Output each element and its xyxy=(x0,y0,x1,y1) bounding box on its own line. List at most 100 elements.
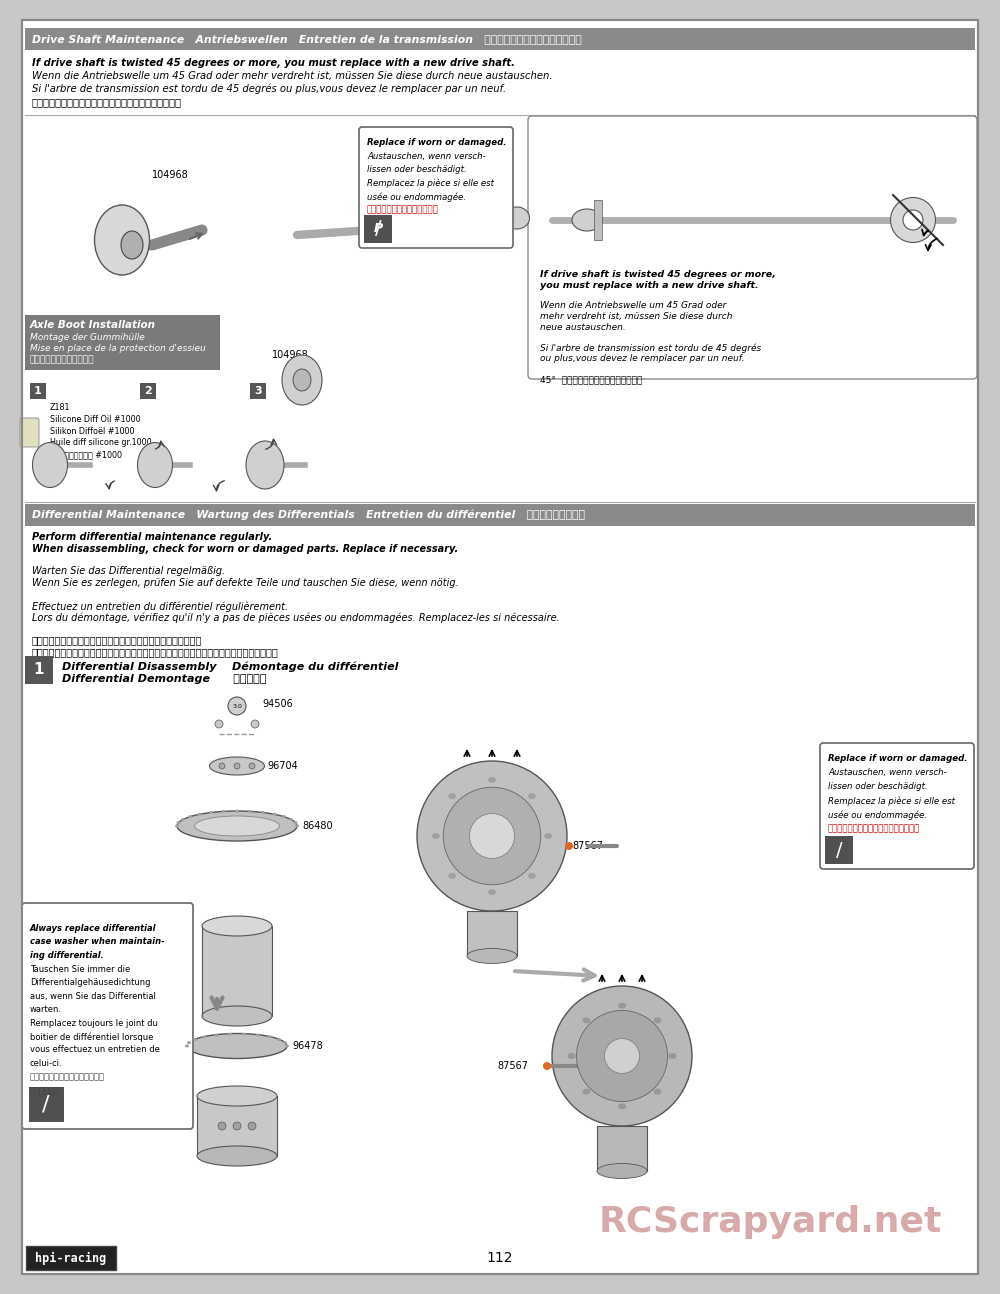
Text: Austauschen, wenn versch-: Austauschen, wenn versch- xyxy=(828,769,947,776)
Bar xyxy=(140,383,156,399)
Ellipse shape xyxy=(242,1033,246,1035)
Ellipse shape xyxy=(246,441,284,489)
Text: 96478: 96478 xyxy=(292,1040,323,1051)
Ellipse shape xyxy=(185,1044,189,1048)
Text: Differential Disassembly    Démontage du différentiel: Differential Disassembly Démontage du di… xyxy=(62,661,398,672)
Text: 94506: 94506 xyxy=(262,699,293,709)
Text: メンテナンスごとに局部品指定の: メンテナンスごとに局部品指定の xyxy=(30,1073,105,1082)
Text: Si l'arbre de transmission est tordu de 45 degrés: Si l'arbre de transmission est tordu de … xyxy=(540,343,761,353)
Ellipse shape xyxy=(202,1035,206,1038)
Text: lissen oder beschädigt.: lissen oder beschädigt. xyxy=(828,782,928,791)
Ellipse shape xyxy=(214,1034,218,1036)
Text: usée ou endommagée.: usée ou endommagée. xyxy=(367,192,466,202)
Text: アクスルブーツの取り付け: アクスルブーツの取り付け xyxy=(30,355,94,364)
Text: Differential Maintenance   Wartung des Differentials   Entretien du différentiel: Differential Maintenance Wartung des Dif… xyxy=(32,510,585,520)
Text: Warten Sie das Differential regelmäßig.: Warten Sie das Differential regelmäßig. xyxy=(32,567,225,577)
Bar xyxy=(25,503,975,525)
Text: Remplacez la pièce si elle est: Remplacez la pièce si elle est xyxy=(828,796,955,805)
Ellipse shape xyxy=(552,986,692,1126)
Ellipse shape xyxy=(32,443,68,488)
Text: boitier de différentiel lorsque: boitier de différentiel lorsque xyxy=(30,1033,153,1042)
Text: Remplacez toujours le joint du: Remplacez toujours le joint du xyxy=(30,1018,158,1027)
FancyBboxPatch shape xyxy=(820,743,974,870)
Ellipse shape xyxy=(282,815,286,818)
Text: Replace if worn or damaged.: Replace if worn or damaged. xyxy=(367,138,507,148)
Text: Wenn Sie es zerlegen, prüfen Sie auf defekte Teile und tauschen Sie diese, wenn : Wenn Sie es zerlegen, prüfen Sie auf def… xyxy=(32,578,459,587)
Text: Perform differential maintenance regularly.: Perform differential maintenance regular… xyxy=(32,532,272,542)
Ellipse shape xyxy=(209,811,213,814)
Ellipse shape xyxy=(121,232,143,259)
Bar xyxy=(467,911,517,956)
Text: mehr verdreht ist, müssen Sie diese durch: mehr verdreht ist, müssen Sie diese durc… xyxy=(540,312,732,321)
Ellipse shape xyxy=(202,916,272,936)
Ellipse shape xyxy=(293,369,311,391)
Text: 87567: 87567 xyxy=(497,1061,528,1071)
Ellipse shape xyxy=(543,1062,551,1070)
Text: /: / xyxy=(42,1095,50,1115)
Text: hpi-racing: hpi-racing xyxy=(35,1251,107,1264)
Ellipse shape xyxy=(488,776,496,783)
Bar xyxy=(30,383,46,399)
Ellipse shape xyxy=(197,1086,277,1106)
Text: 96704: 96704 xyxy=(267,761,298,771)
Text: ou plus,vous devez le remplacer par un neuf.: ou plus,vous devez le remplacer par un n… xyxy=(540,355,745,364)
Ellipse shape xyxy=(249,763,255,769)
Text: case washer when maintain-: case washer when maintain- xyxy=(30,937,165,946)
Ellipse shape xyxy=(268,1035,272,1038)
Ellipse shape xyxy=(181,818,185,820)
Bar xyxy=(825,836,853,864)
Text: 各パーツを分解清潄後、損傷や破損がないかチェックし、必要があればパーツを交換します。: 各パーツを分解清潄後、損傷や破損がないかチェックし、必要があればパーツを交換しま… xyxy=(32,647,279,657)
Text: 104968: 104968 xyxy=(272,349,309,360)
Ellipse shape xyxy=(228,697,246,716)
Ellipse shape xyxy=(488,889,496,895)
Ellipse shape xyxy=(202,1005,272,1026)
Ellipse shape xyxy=(251,719,259,729)
FancyBboxPatch shape xyxy=(25,656,53,685)
Ellipse shape xyxy=(277,1038,281,1040)
Text: Effectuez un entretien du différentiel régulièrement.: Effectuez un entretien du différentiel r… xyxy=(32,600,288,612)
Ellipse shape xyxy=(210,757,264,775)
Text: 2: 2 xyxy=(144,386,152,396)
Ellipse shape xyxy=(248,810,252,813)
Ellipse shape xyxy=(568,1053,576,1058)
Text: vous effectuez un entretien de: vous effectuez un entretien de xyxy=(30,1046,160,1055)
Ellipse shape xyxy=(448,793,456,800)
Bar xyxy=(250,383,266,399)
Ellipse shape xyxy=(187,1034,287,1058)
Text: celui-ci.: celui-ci. xyxy=(30,1058,63,1068)
Text: P: P xyxy=(373,223,383,236)
Ellipse shape xyxy=(272,813,276,815)
Ellipse shape xyxy=(188,815,192,818)
Ellipse shape xyxy=(177,811,297,841)
Ellipse shape xyxy=(215,719,223,729)
Text: 損傷、破損している場合は交換: 損傷、破損している場合は交換 xyxy=(367,206,439,215)
Text: 1: 1 xyxy=(34,386,42,396)
Ellipse shape xyxy=(193,1038,197,1040)
Text: warten.: warten. xyxy=(30,1005,62,1014)
Ellipse shape xyxy=(289,818,293,820)
Ellipse shape xyxy=(283,1042,287,1044)
Text: When disassembling, check for worn or damaged parts. Replace if necessary.: When disassembling, check for worn or da… xyxy=(32,543,458,554)
Text: ing differential.: ing differential. xyxy=(30,951,104,960)
Ellipse shape xyxy=(528,872,536,879)
Ellipse shape xyxy=(293,822,297,824)
Ellipse shape xyxy=(604,1039,640,1074)
Ellipse shape xyxy=(194,817,280,836)
Ellipse shape xyxy=(467,949,517,964)
Ellipse shape xyxy=(582,1088,590,1095)
Ellipse shape xyxy=(295,824,299,827)
Ellipse shape xyxy=(505,207,530,229)
Ellipse shape xyxy=(417,761,567,911)
Ellipse shape xyxy=(572,210,602,232)
Ellipse shape xyxy=(282,355,322,405)
Ellipse shape xyxy=(432,833,440,839)
Ellipse shape xyxy=(198,813,202,815)
Ellipse shape xyxy=(368,216,396,238)
Ellipse shape xyxy=(235,810,239,813)
Ellipse shape xyxy=(138,443,173,488)
Text: Lors du démontage, vérifiez qu'il n'y a pas de pièces usées ou endommagées. Remp: Lors du démontage, vérifiez qu'il n'y a … xyxy=(32,612,560,622)
Text: 交換します。: 交換します。 xyxy=(30,1086,60,1095)
Ellipse shape xyxy=(234,763,240,769)
Text: Z181
Silicone Diff Oil #1000
Silikon Diffoël #1000
Huile diff silicone gr.1000
シ: Z181 Silicone Diff Oil #1000 Silikon Dif… xyxy=(50,402,152,459)
Bar xyxy=(25,28,975,50)
